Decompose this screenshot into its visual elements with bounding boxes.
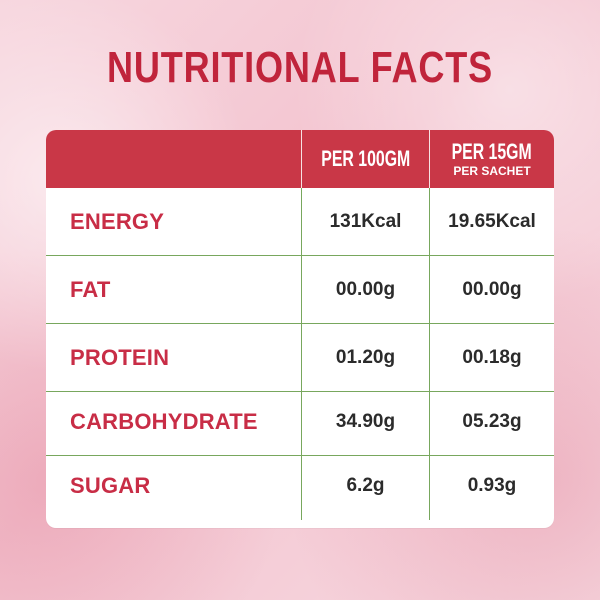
per-100gm-value: 34.90g [301,388,429,456]
per-15gm-value: 05.23g [429,388,554,456]
table-body: ENERGY 131Kcal 19.65Kcal FAT 00.00g 00.0… [46,188,554,528]
per-100gm-value: 00.00g [301,256,429,324]
per-15gm-value: 00.00g [429,256,554,324]
table-row-fat: FAT 00.00g 00.00g [46,256,554,324]
per-15gm-value: 0.93g [429,452,554,520]
per-15gm-value: 19.65Kcal [429,188,554,256]
nutrient-label: FAT [70,277,111,302]
table-row-carbohydrate: CARBOHYDRATE 34.90g 05.23g [46,388,554,456]
per-100gm-value: 131Kcal [301,188,429,256]
table-row-protein: PROTEIN 01.20g 00.18g [46,324,554,392]
per-15gm-value: 00.18g [429,324,554,392]
nutrition-table: PER 100GM PER 15GM PER SACHET ENERGY 131… [46,130,554,528]
header-per-15gm-label: PER 15GM [451,139,533,164]
nutrient-label: SUGAR [70,473,151,498]
table-header: PER 100GM PER 15GM PER SACHET [46,130,554,188]
per-100gm-value: 6.2g [301,452,429,520]
header-per-100gm: PER 100GM [301,130,429,188]
nutrient-label: CARBOHYDRATE [70,409,258,434]
header-per-100gm-label: PER 100GM [321,146,410,171]
table-row-sugar: SUGAR 6.2g 0.93g [46,452,554,520]
table-row-energy: ENERGY 131Kcal 19.65Kcal [46,188,554,256]
page-title: NUTRITIONAL FACTS [106,43,494,92]
per-100gm-value: 01.20g [301,324,429,392]
nutrient-label: PROTEIN [70,345,170,370]
header-per-15gm: PER 15GM PER SACHET [429,130,554,188]
header-per-sachet-label: PER SACHET [453,164,531,178]
nutrient-label: ENERGY [70,209,165,234]
header-label-spacer [46,130,301,188]
